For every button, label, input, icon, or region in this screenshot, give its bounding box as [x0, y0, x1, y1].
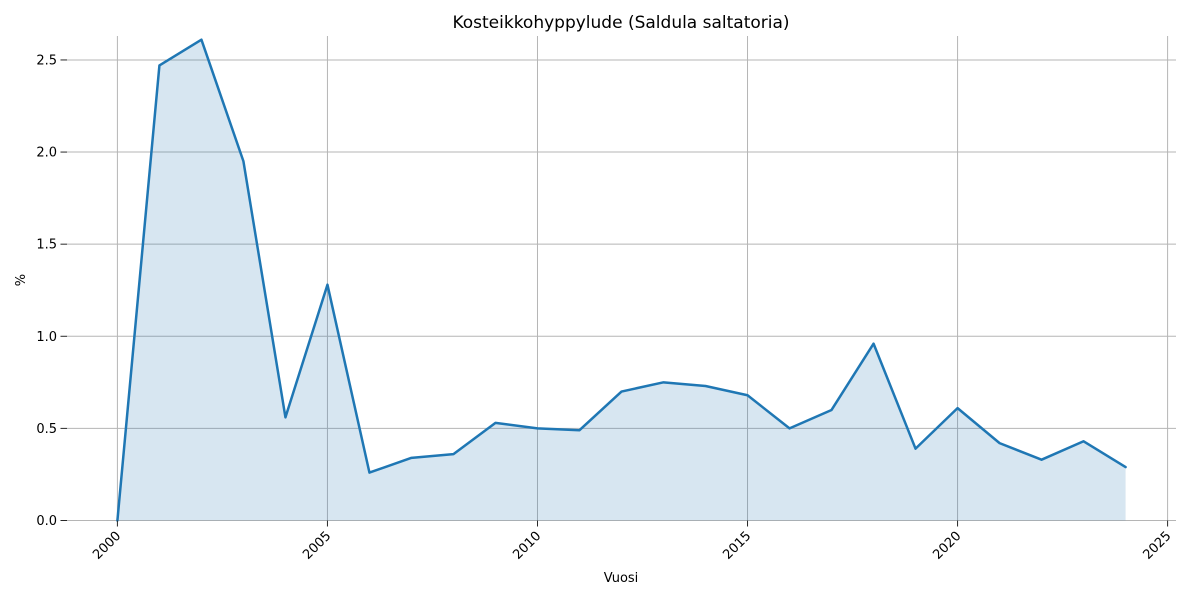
area-fill	[117, 39, 1126, 521]
y-tick-label: 0.0	[36, 514, 57, 529]
data-line	[116, 38, 1127, 522]
x-tick-label: 2020	[930, 529, 964, 563]
chart-title: Kosteikkohyppylude (Saldula saltatoria)	[452, 13, 789, 33]
x-tick-label: 2025	[1140, 529, 1174, 563]
series-line	[116, 38, 1127, 522]
x-tick-label: 2005	[300, 529, 334, 563]
x-axis-label: Vuosi	[604, 571, 639, 586]
y-tick-label: 2.5	[36, 53, 57, 68]
y-tick-label: 2.0	[36, 146, 57, 161]
y-tick-label: 1.5	[36, 238, 57, 253]
grid-lines	[67, 36, 1176, 521]
x-tick-label: 2010	[510, 529, 544, 563]
y-axis-label: %	[14, 274, 29, 286]
x-tick-labels: 2000 2005 2010 2015 2020 2025	[90, 529, 1174, 563]
x-tick-label: 2015	[720, 529, 754, 563]
y-tick-label: 0.5	[36, 422, 57, 437]
series-area-fill	[117, 39, 1126, 521]
x-tick-label: 2000	[90, 529, 124, 563]
y-tick-label: 1.0	[36, 330, 57, 345]
y-tick-labels: 0.0 0.5 1.0 1.5 2.0 2.5	[36, 53, 57, 529]
axis-ticks	[60, 59, 1169, 527]
